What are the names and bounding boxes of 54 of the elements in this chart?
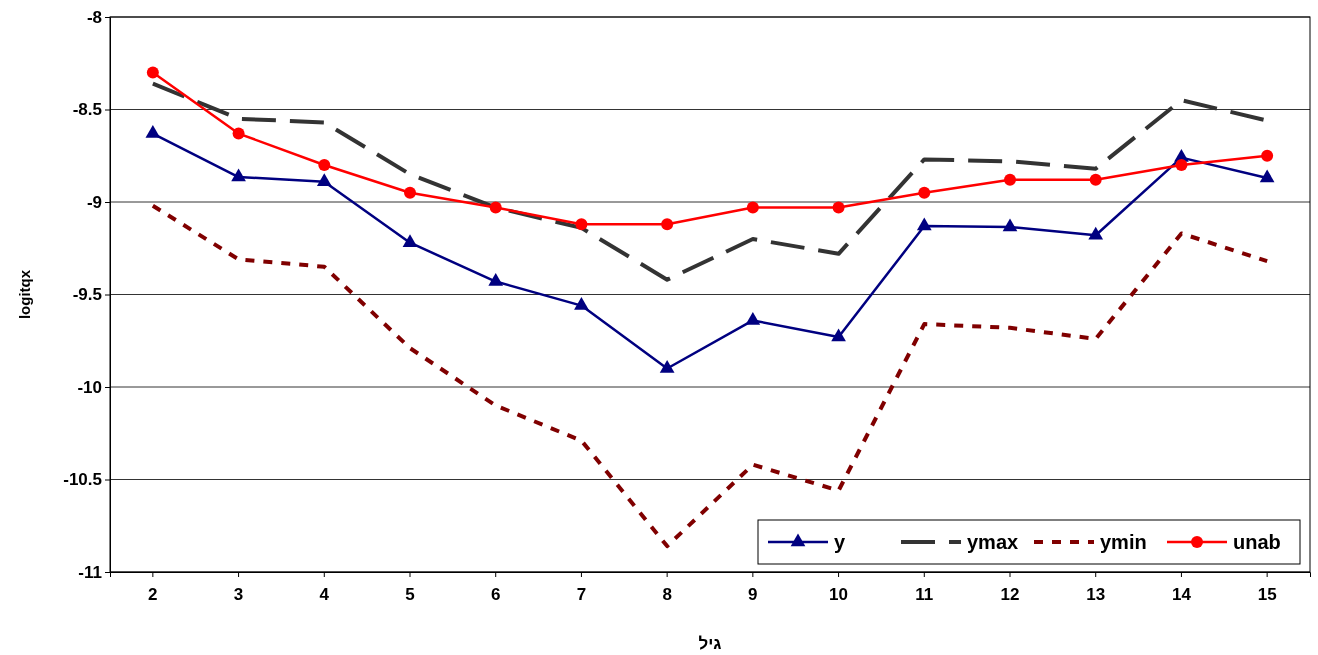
point bbox=[404, 186, 416, 199]
y-tick-label: -8 bbox=[86, 7, 102, 27]
legend-label: y bbox=[834, 531, 846, 553]
point bbox=[489, 201, 502, 214]
x-tick-label: 3 bbox=[233, 585, 244, 605]
x-tick-label: 15 bbox=[1257, 585, 1277, 605]
x-tick-label: 13 bbox=[1086, 585, 1106, 605]
y-tick-label: -9.5 bbox=[72, 285, 102, 305]
x-tick-label: 7 bbox=[576, 585, 587, 605]
x-tick-label: 14 bbox=[1171, 585, 1192, 605]
point bbox=[1089, 173, 1102, 186]
point bbox=[1175, 159, 1188, 171]
point bbox=[1002, 218, 1018, 232]
x-tick-label: 11 bbox=[915, 585, 934, 605]
point bbox=[659, 360, 675, 373]
legend-label: ymin bbox=[1100, 531, 1147, 553]
y-axis-title: logitqx bbox=[16, 269, 33, 320]
point bbox=[231, 168, 246, 182]
point bbox=[1259, 169, 1275, 183]
point bbox=[146, 66, 159, 79]
point bbox=[232, 127, 245, 140]
y-tick-label: -10 bbox=[77, 377, 102, 397]
point bbox=[661, 218, 674, 231]
point bbox=[916, 217, 932, 231]
x-axis-title: גיל bbox=[698, 634, 722, 653]
legend-label: unab bbox=[1233, 531, 1281, 553]
point bbox=[1261, 149, 1274, 162]
x-tick-label: 4 bbox=[319, 585, 330, 605]
x-tick-label: 10 bbox=[829, 585, 849, 605]
point bbox=[745, 311, 761, 325]
point bbox=[574, 297, 589, 310]
point bbox=[318, 159, 331, 171]
point bbox=[575, 218, 588, 231]
point bbox=[402, 234, 418, 247]
x-tick-label: 2 bbox=[148, 585, 158, 605]
point bbox=[488, 273, 504, 286]
y-tick-label: -11 bbox=[78, 562, 102, 582]
y-tick-label: -8.5 bbox=[72, 100, 102, 120]
point bbox=[746, 201, 759, 214]
point bbox=[316, 173, 332, 186]
point bbox=[831, 328, 846, 342]
point bbox=[918, 186, 931, 199]
legend-label: ymax bbox=[967, 531, 1019, 553]
point bbox=[1088, 226, 1104, 240]
x-tick-label: 9 bbox=[748, 585, 758, 605]
point bbox=[1004, 173, 1016, 186]
x-tick-label: 6 bbox=[490, 585, 501, 605]
x-tick-label: 12 bbox=[1000, 585, 1020, 605]
point bbox=[145, 125, 161, 138]
point bbox=[832, 201, 845, 214]
x-tick-label: 5 bbox=[405, 585, 415, 605]
x-tick-label: 8 bbox=[662, 585, 672, 605]
y-tick-label: -9 bbox=[86, 192, 102, 212]
y-tick-label: -10.5 bbox=[63, 470, 102, 490]
